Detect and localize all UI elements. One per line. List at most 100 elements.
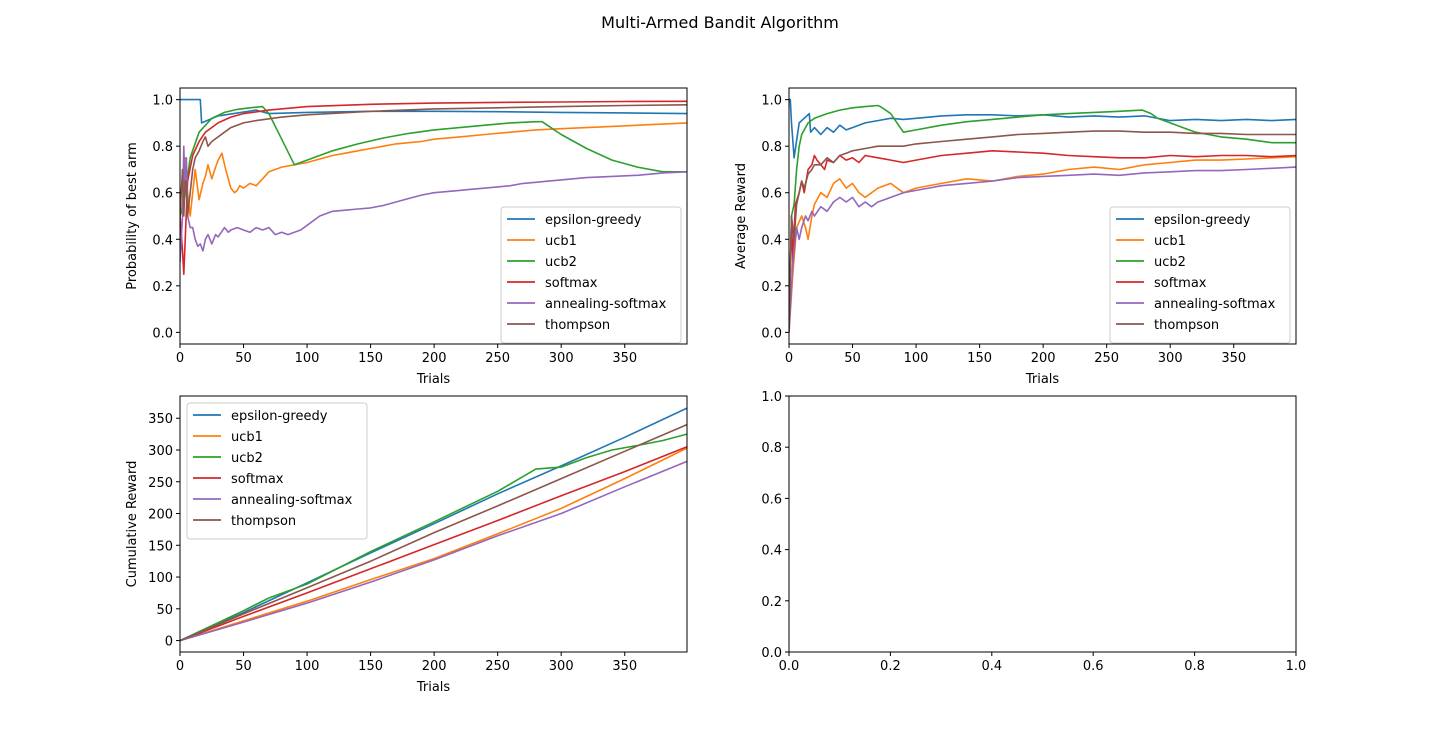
axes-frame: [179, 87, 688, 345]
series-line-epsilon-greedy: [180, 407, 687, 642]
y-tick-label: 250: [148, 476, 173, 491]
y-tick-label: 0.8: [761, 441, 782, 456]
legend: epsilon-greedy ucb1 ucb2 softmax annealing-s…: [1109, 206, 1291, 344]
x-tick-label: 200: [1031, 351, 1056, 366]
axes-frame: [179, 395, 688, 653]
y-tick-label: 0.4: [761, 233, 782, 248]
legend-label-ucb1: ucb1: [1154, 234, 1186, 249]
legend-label-ucb2: ucb2: [1154, 255, 1186, 270]
subplot-avg: 0 50 100 150 200 250 300 350 0.0 0.2 0.4 0.6 0.8 1.0 T…: [734, 87, 1297, 387]
y-tick-label: 0.2: [761, 595, 782, 610]
y-tick-label: 300: [148, 444, 173, 459]
legend-box: [500, 206, 682, 344]
y-tick-label: 1.0: [761, 94, 782, 109]
y-tick-label: 0.6: [152, 187, 173, 202]
legend-box: [186, 402, 368, 540]
legend-box: [1109, 206, 1291, 344]
y-tick-label: 0.6: [761, 492, 782, 507]
y-tick-label: 100: [148, 571, 173, 586]
x-tick-label: 0.4: [981, 659, 1002, 674]
y-tick-label: 0.8: [152, 140, 173, 155]
y-axis-label: Average Reward: [734, 163, 749, 269]
series-group: [180, 407, 687, 642]
x-tick-label: 1.0: [1286, 659, 1307, 674]
y-axis-label: Probability of best arm: [125, 142, 140, 290]
figure-title: Multi-Armed Bandit Algorithm: [601, 13, 839, 32]
x-tick-label: 250: [1094, 351, 1119, 366]
x-tick-label: 0.2: [880, 659, 901, 674]
x-tick-label: 0.8: [1184, 659, 1205, 674]
y-tick-label: 0.0: [761, 326, 782, 341]
x-axis-label: Trials: [416, 680, 451, 695]
x-tick-label: 100: [295, 659, 320, 674]
legend-label-softmax: softmax: [231, 472, 284, 487]
x-tick-label: 350: [612, 659, 637, 674]
series-line-thompson: [789, 130, 1296, 333]
subplots: 0 50 100 150 200 250 300 350 0.0 0.2 0.4 0.6 0.8 1.0 T…: [125, 87, 1306, 695]
y-tick-label: 0.6: [761, 187, 782, 202]
subplot-empty: 0.0 0.2 0.4 0.6 0.8 1.0 0.0 0.2 0.4 0.6 0.8 1.0: [761, 390, 1306, 674]
x-tick-label: 0: [176, 351, 184, 366]
series-line-epsilon-greedy: [180, 98, 687, 124]
legend-label-ucb2: ucb2: [545, 255, 577, 270]
y-tick-label: 0.0: [761, 646, 782, 661]
series-line-ucb1: [180, 447, 687, 642]
x-tick-label: 200: [422, 351, 447, 366]
legend: epsilon-greedy ucb1 ucb2 softmax annealing-s…: [500, 206, 682, 344]
series-line-epsilon-greedy: [789, 98, 1296, 159]
legend-label-annealing-softmax: annealing-softmax: [231, 493, 353, 508]
x-tick-label: 100: [295, 351, 320, 366]
x-axis-label: Trials: [416, 372, 451, 387]
subplot-cum: 0 50 100 150 200 250 300 350 0 50 100 150 200 250 300 3…: [125, 395, 688, 695]
x-tick-label: 300: [549, 659, 574, 674]
x-tick-label: 0: [785, 351, 793, 366]
x-axis-label: Trials: [1025, 372, 1060, 387]
x-tick-label: 0.0: [779, 659, 800, 674]
series-line-annealing-softmax: [180, 460, 687, 642]
axes-frame: [788, 87, 1297, 345]
y-tick-label: 0.8: [761, 140, 782, 155]
legend-label-thompson: thompson: [1154, 318, 1219, 333]
series-line-thompson: [180, 104, 687, 217]
series-line-annealing-softmax: [789, 166, 1296, 333]
legend-label-epsilon-greedy: epsilon-greedy: [231, 409, 328, 424]
legend-label-ucb1: ucb1: [545, 234, 577, 249]
series-line-thompson: [180, 423, 687, 642]
y-tick-label: 1.0: [152, 94, 173, 109]
x-tick-label: 0.6: [1083, 659, 1104, 674]
series-line-ucb1: [180, 122, 687, 217]
legend-label-thompson: thompson: [545, 318, 610, 333]
x-tick-label: 350: [1221, 351, 1246, 366]
legend-label-ucb2: ucb2: [231, 451, 263, 466]
x-tick-label: 50: [235, 659, 252, 674]
series-group: [789, 98, 1296, 333]
axes-frame: [788, 395, 1297, 653]
legend-label-thompson: thompson: [231, 514, 296, 529]
y-tick-label: 0.2: [152, 280, 173, 295]
legend-label-softmax: softmax: [1154, 276, 1207, 291]
x-tick-label: 50: [235, 351, 252, 366]
x-tick-label: 250: [485, 659, 510, 674]
series-line-ucb2: [789, 104, 1296, 333]
x-tick-label: 300: [549, 351, 574, 366]
x-tick-label: 350: [612, 351, 637, 366]
y-tick-label: 0: [165, 635, 173, 650]
y-tick-label: 0.2: [761, 280, 782, 295]
y-tick-label: 200: [148, 508, 173, 523]
series-line-annealing-softmax: [180, 145, 687, 263]
series-line-ucb2: [180, 105, 687, 217]
x-tick-label: 200: [422, 659, 447, 674]
x-tick-label: 150: [358, 351, 383, 366]
y-tick-label: 150: [148, 539, 173, 554]
x-tick-label: 150: [358, 659, 383, 674]
legend-label-ucb1: ucb1: [231, 430, 263, 445]
x-tick-label: 50: [844, 351, 861, 366]
y-tick-label: 0.4: [761, 544, 782, 559]
legend-label-epsilon-greedy: epsilon-greedy: [1154, 213, 1251, 228]
y-tick-label: 0.4: [152, 233, 173, 248]
legend: epsilon-greedy ucb1 ucb2 softmax annealing-s…: [186, 402, 368, 540]
subplot-prob: 0 50 100 150 200 250 300 350 0.0 0.2 0.4 0.6 0.8 1.0 T…: [125, 87, 688, 387]
y-tick-label: 0.0: [152, 326, 173, 341]
x-tick-label: 150: [967, 351, 992, 366]
